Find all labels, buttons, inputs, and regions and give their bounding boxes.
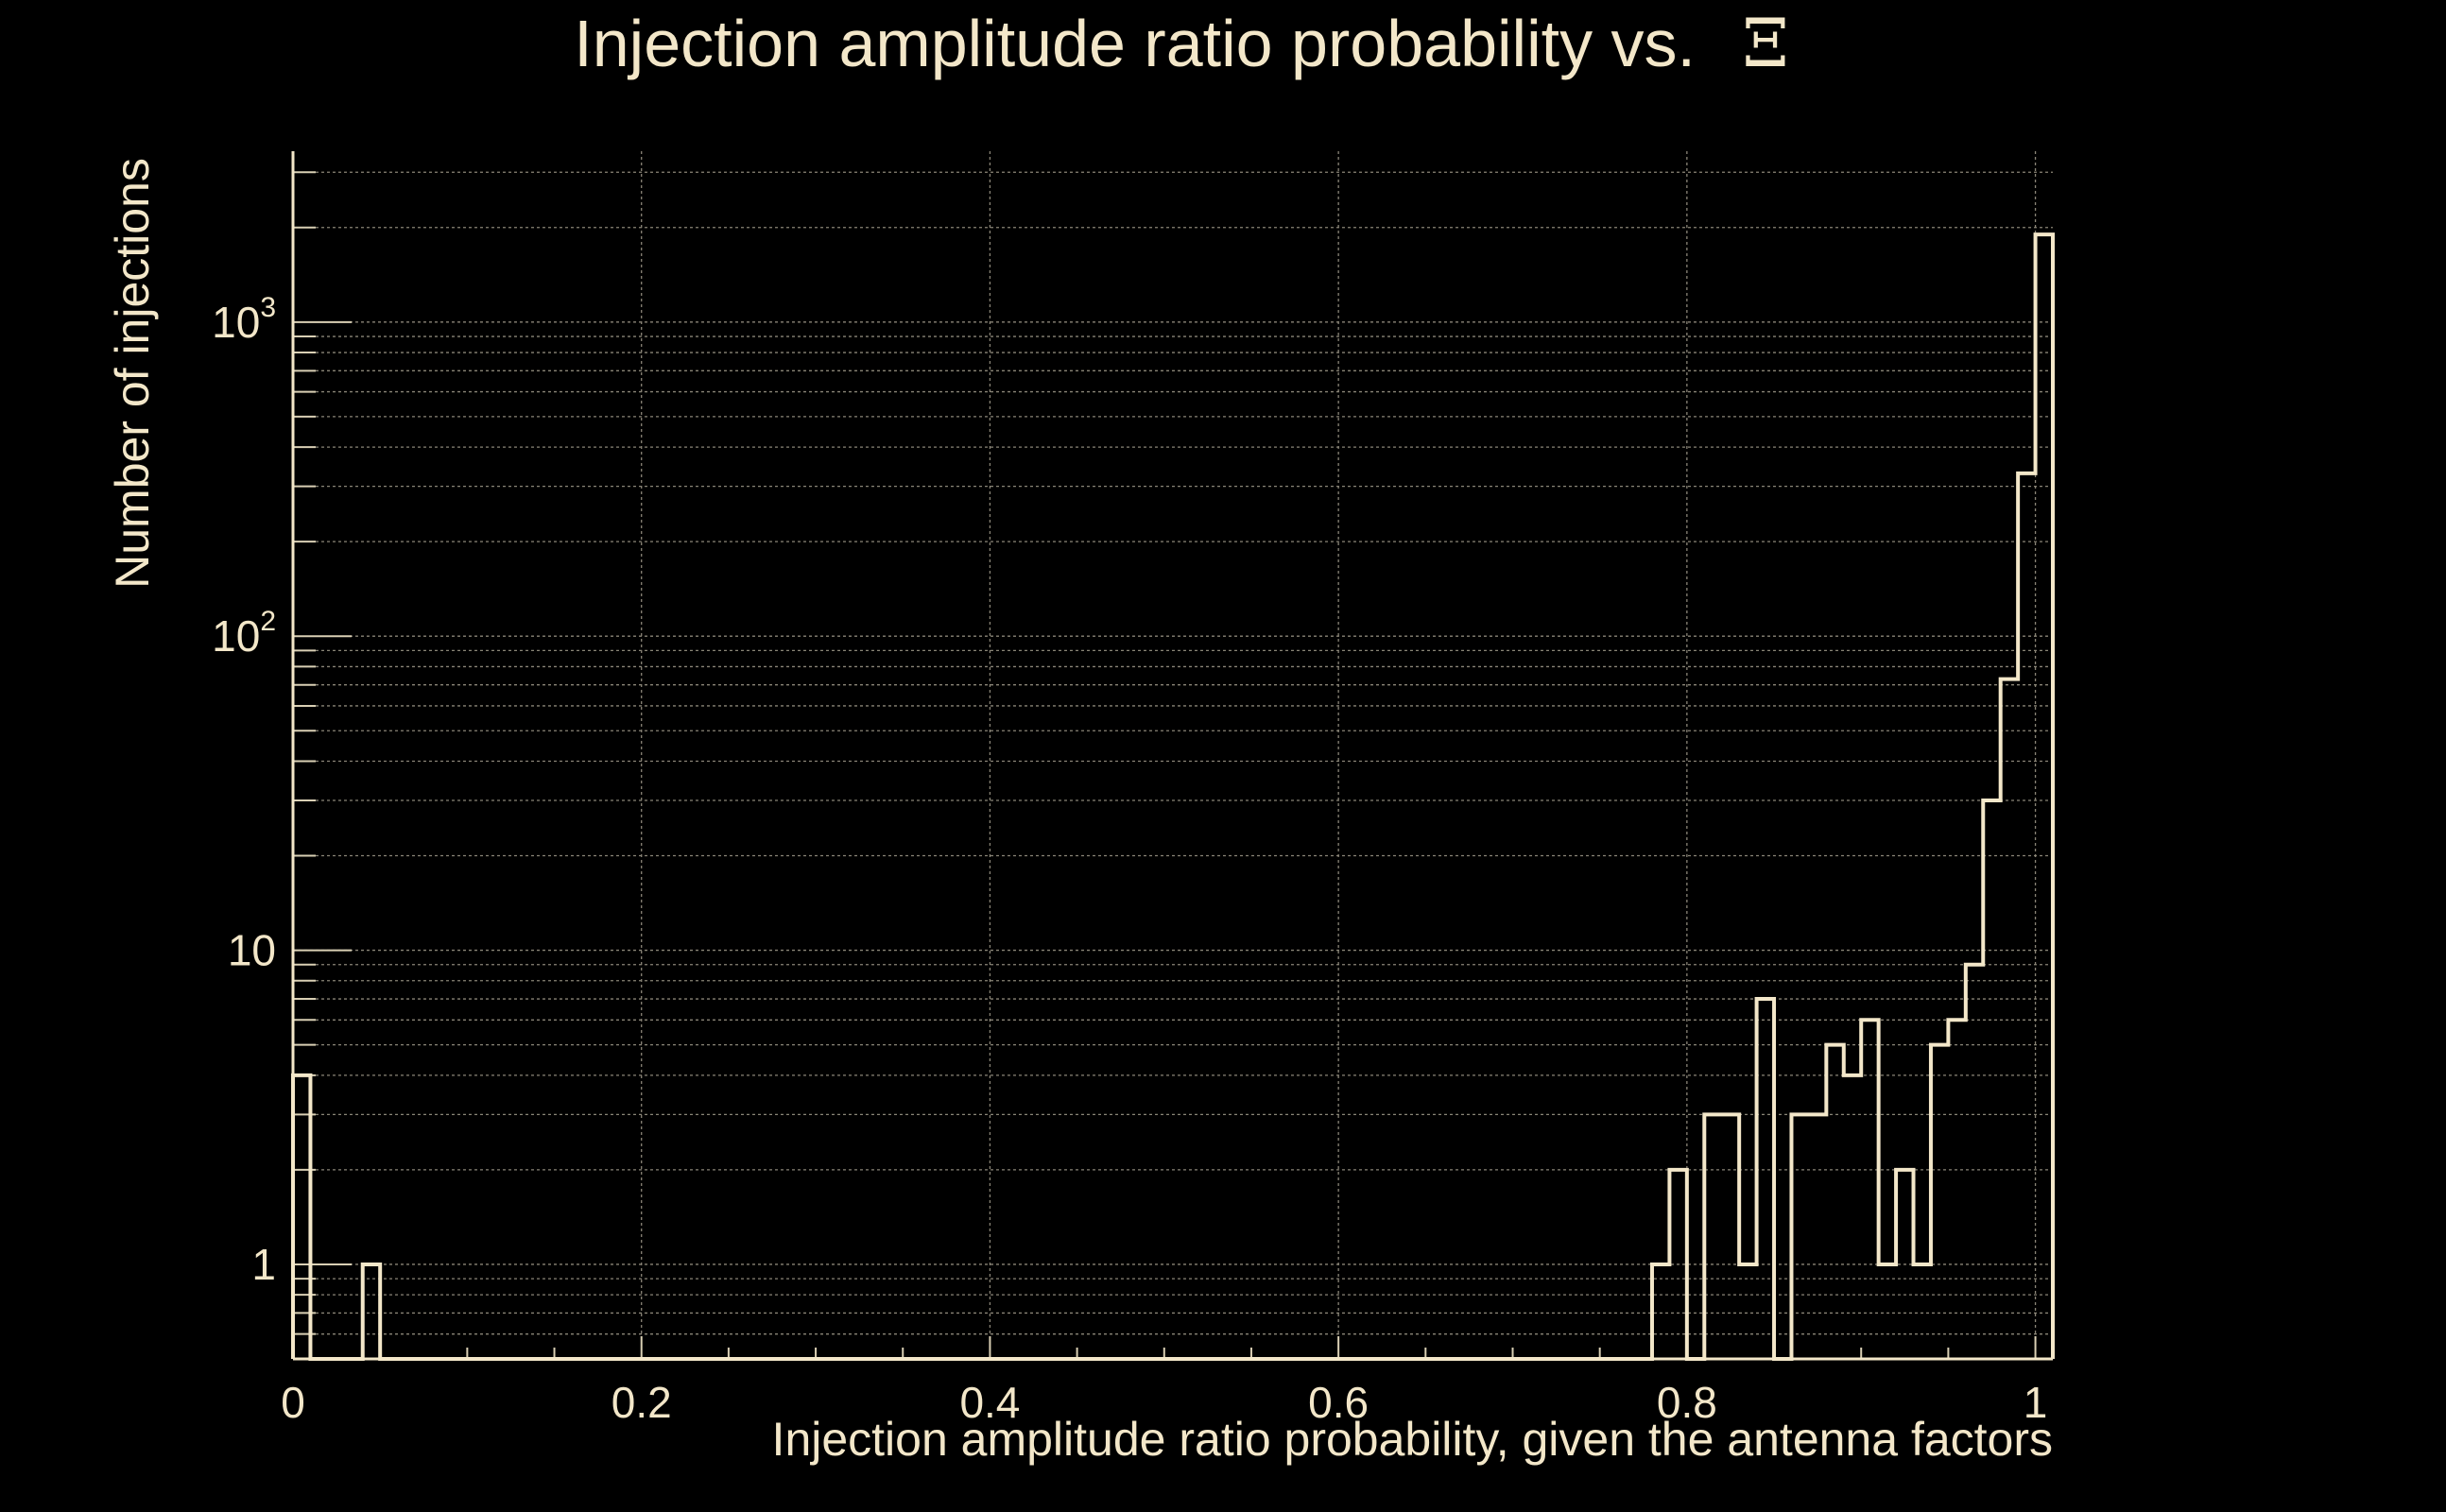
y-axis-label: Number of injections: [106, 158, 159, 589]
histogram-bar: [1669, 1170, 1686, 1359]
histogram-bar: [1809, 1114, 1826, 1359]
chart-title-text: Injection amplitude ratio probability vs…: [574, 7, 1696, 80]
histogram-bar: [1931, 1045, 1948, 1359]
histogram-bar: [293, 1075, 310, 1359]
histogram-bar: [1704, 1114, 1721, 1359]
histogram-bar: [1983, 800, 2000, 1359]
histogram-bar: [1791, 1114, 1808, 1359]
histogram-bar: [1722, 1114, 1739, 1359]
histogram-bar: [1652, 1264, 1669, 1359]
grid-lines: [292, 151, 2053, 1360]
histogram-bar: [2018, 473, 2035, 1359]
chart-title-symbol: Ξ: [1742, 5, 1788, 82]
histogram-bar: [363, 1264, 380, 1359]
histogram-bar: [2036, 234, 2053, 1359]
histogram-bar: [1861, 1020, 1878, 1359]
histogram-bar: [1844, 1075, 1861, 1359]
histogram-bar: [1914, 1264, 1931, 1359]
histogram-bar: [1757, 999, 1774, 1359]
y-tick-label: 1: [251, 1240, 276, 1289]
histogram-bar: [1879, 1264, 1896, 1359]
x-tick-label: 0.6: [1308, 1378, 1369, 1427]
x-tick-label: 1: [2024, 1378, 2048, 1427]
histogram-bar: [1948, 1020, 1965, 1359]
y-tick-label: 102: [212, 606, 276, 661]
histogram-bar: [1826, 1045, 1843, 1359]
tick-labels: 0 0.2 0.4 0.6 0.8 1 1 10 102 103: [212, 292, 2047, 1427]
y-tick-label: 10: [228, 926, 276, 975]
histogram-bar: [1966, 965, 1983, 1359]
histogram-bar: [2001, 679, 2018, 1359]
x-axis-label: Injection amplitude ratio probability, g…: [772, 1413, 2053, 1466]
y-tick-label: 103: [212, 292, 276, 347]
x-tick-label: 0.4: [959, 1378, 1020, 1427]
histogram-outline: [291, 232, 2055, 1361]
chart-title: Injection amplitude ratio probability vs…: [574, 5, 1788, 82]
x-tick-label: 0.2: [612, 1378, 672, 1427]
x-tick-label: 0: [281, 1378, 305, 1427]
histogram-bars: [293, 234, 2053, 1359]
histogram-bar: [1739, 1264, 1756, 1359]
histogram-bar: [1896, 1170, 1913, 1359]
x-tick-label: 0.8: [1657, 1378, 1717, 1427]
